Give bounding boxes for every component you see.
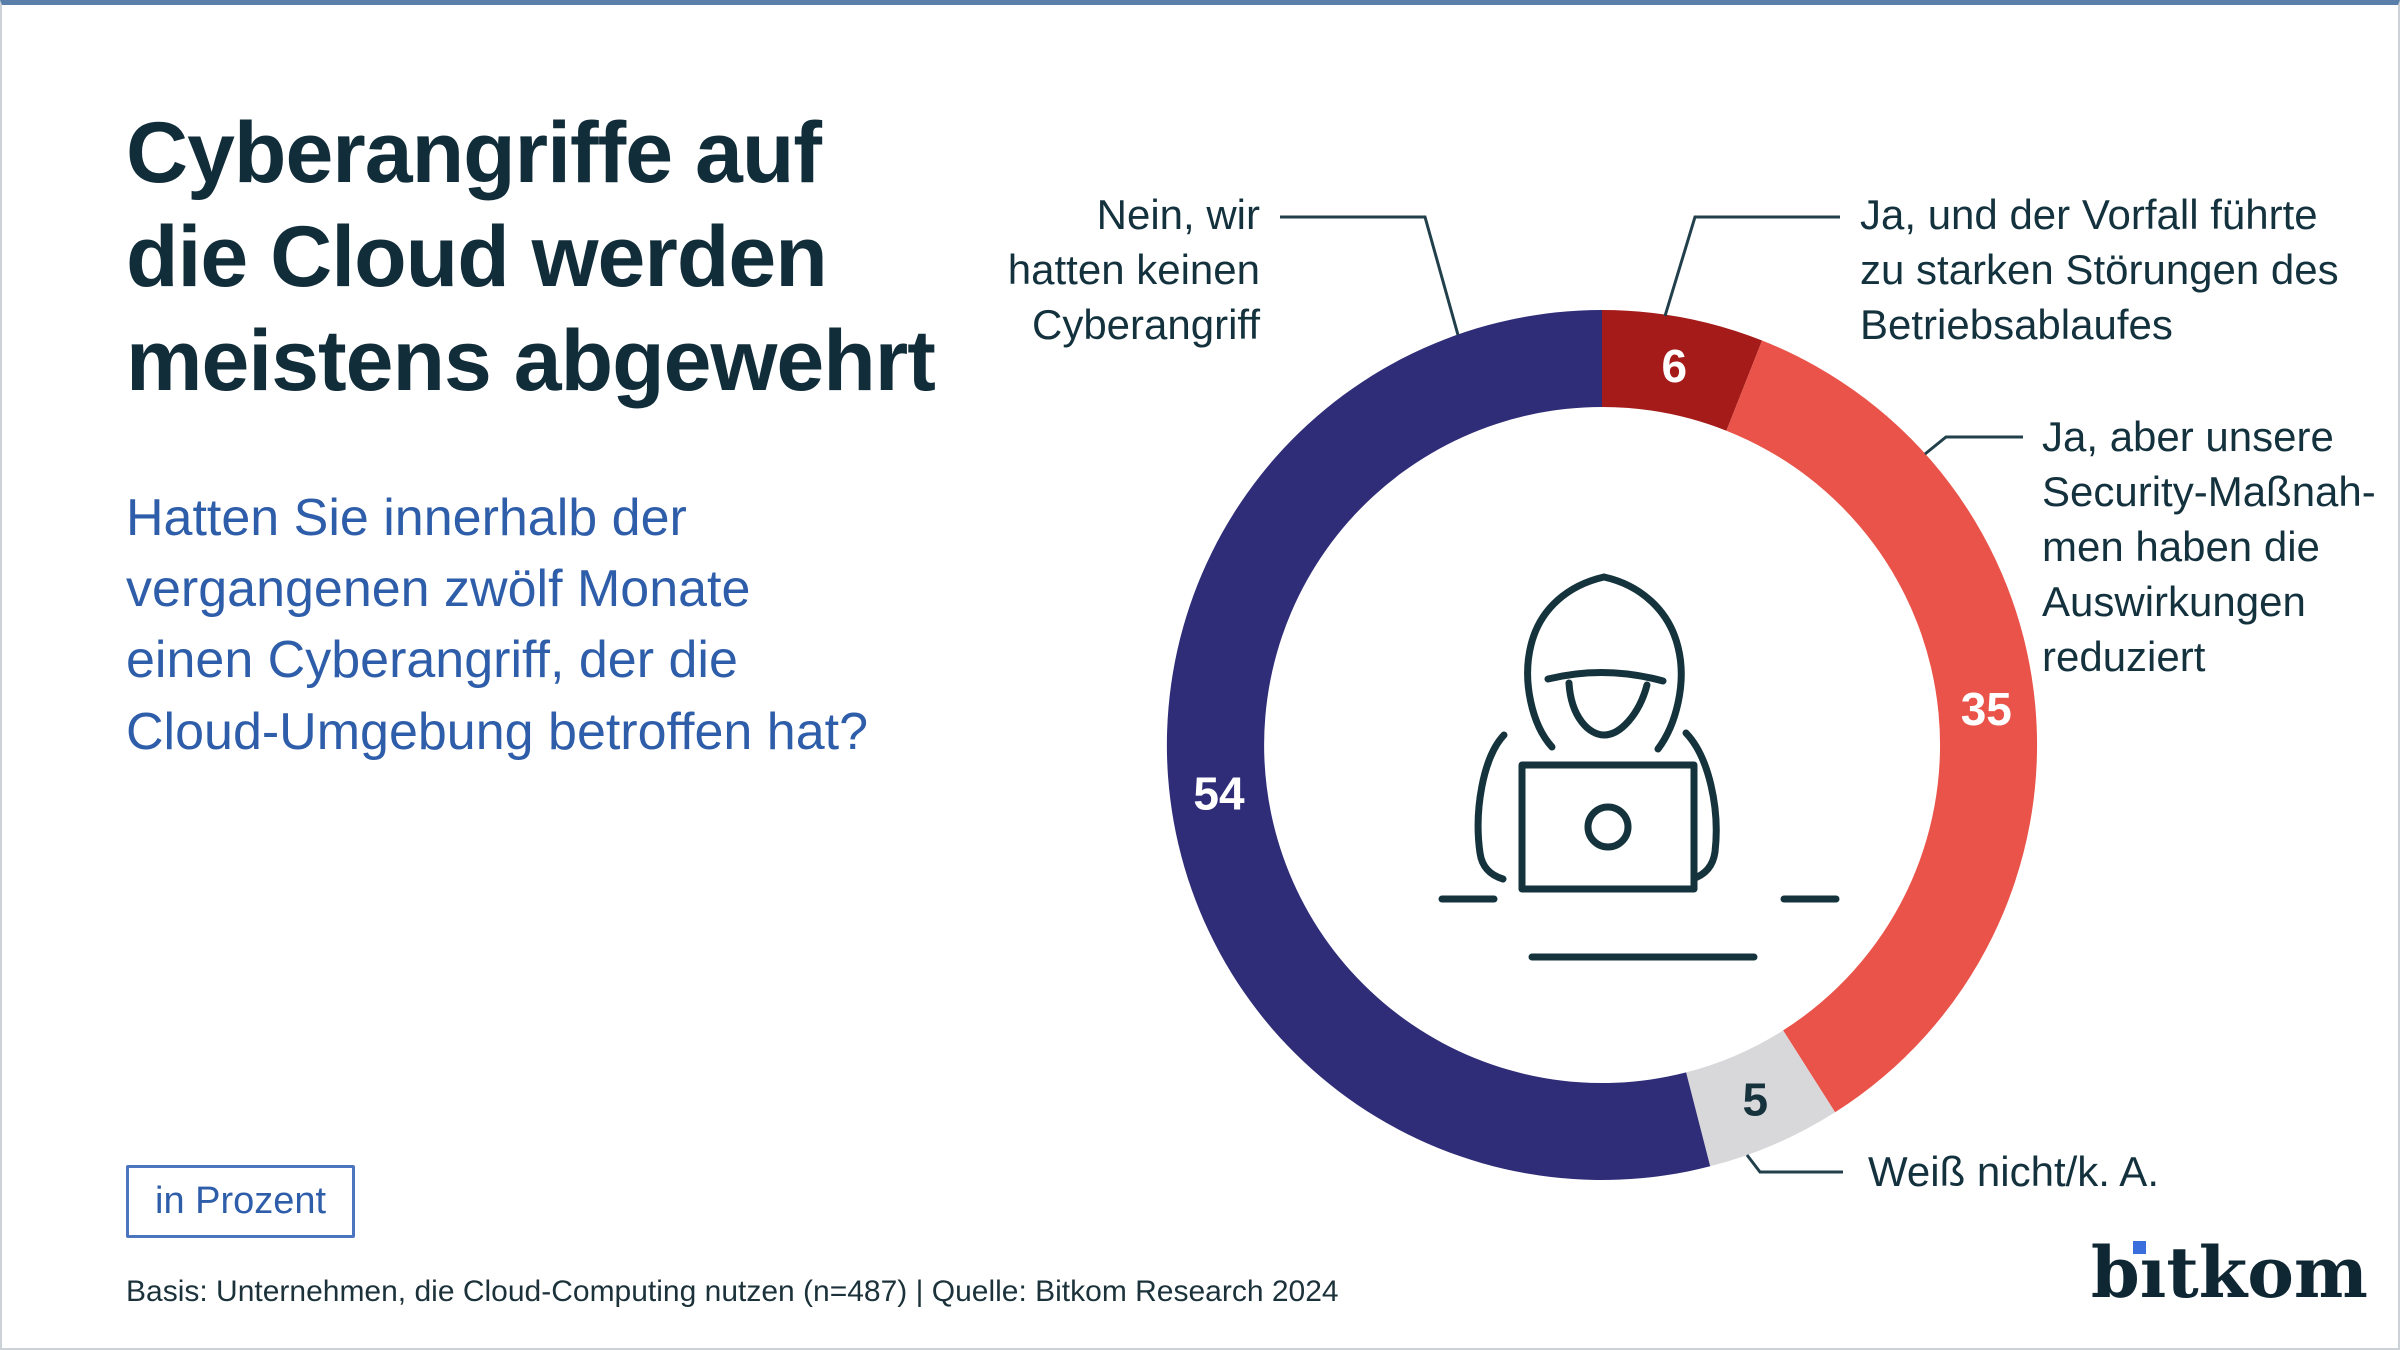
bitkom-logo-i-dot (2132, 1241, 2146, 1254)
leader-line (1745, 1154, 1843, 1174)
leader-line (1663, 215, 1840, 317)
donut-segment (1726, 340, 2038, 1113)
survey-question: Hatten Sie innerhalb der vergangenen zwö… (126, 489, 868, 761)
segment-value-label: 54 (1193, 768, 1245, 820)
source-footnote: Basis: Unternehmen, die Cloud-Computing … (126, 1275, 1339, 1308)
donut-segments (1166, 310, 2038, 1180)
donut-segment (1166, 310, 1711, 1180)
bitkom-logo-text: bıtkom (2091, 1231, 2368, 1314)
leader-line (1280, 215, 1460, 336)
segment-value-label: 35 (1961, 683, 2012, 735)
bitkom-logo: bıtkom (2091, 1231, 2368, 1314)
callout-label-nein: Nein, wir hatten keinen Cyberangriff (1007, 191, 1260, 349)
callout-label-ja-aber-security: Ja, aber unsere Security-Maßnah- men hab… (2042, 413, 2376, 681)
segment-value-label: 6 (1662, 340, 1688, 392)
donut-value-labels: 6 35 5 54 (1193, 340, 2011, 1126)
callout-label-weiss-nicht: Weiß nicht/k. A. (1868, 1148, 2159, 1195)
leader-line (1924, 435, 2023, 456)
donut-segment (1602, 310, 1763, 431)
page-title: Cyberangriffe auf die Cloud werden meist… (126, 105, 936, 410)
unit-badge: in Prozent (126, 1165, 356, 1238)
donut-chart: 6 35 5 54 (1166, 215, 2038, 1180)
hacker-icon (1438, 573, 1840, 961)
donut-segment (1686, 1030, 1836, 1167)
callout-label-ja-und-vorfall: Ja, und der Vorfall führte zu starken St… (1860, 191, 2339, 349)
segment-value-label: 5 (1743, 1073, 1769, 1125)
callout-leader-lines (1280, 215, 2023, 1174)
